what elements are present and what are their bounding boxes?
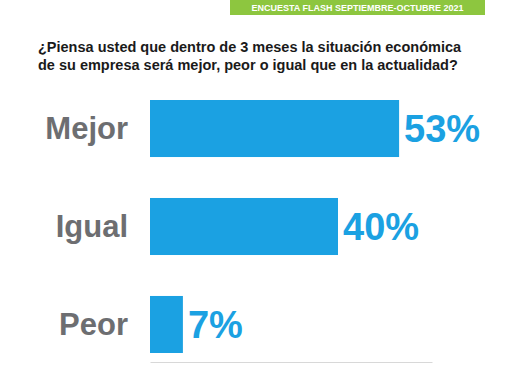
y-tick: Mejor [45,111,128,146]
bar [150,296,183,353]
banner [230,0,485,15]
category-label: Igual [56,209,128,244]
banner-text: ENCUESTA FLASH SEPTIEMBRE-OCTUBRE 2021 [251,3,463,13]
data-label: 7% [188,304,243,346]
chart: ENCUESTA FLASH SEPTIEMBRE-OCTUBRE 2021 ¿P… [0,0,510,382]
category-label: Peor [59,307,128,342]
y-tick: Igual [56,209,128,244]
title: ¿Piensa usted que dentro de 3 meses la s… [38,39,462,73]
bar [150,100,399,157]
x-axis [151,362,433,363]
y-tick: Peor [59,307,128,342]
x-axis-line [151,362,433,363]
data-labels: 53% 40% 7% [188,108,480,346]
data-label: 40% [343,206,419,248]
category-label: Mejor [45,111,128,146]
y-axis: Mejor Igual Peor [45,111,128,342]
bar [150,198,338,255]
data-label: 53% [404,108,480,150]
